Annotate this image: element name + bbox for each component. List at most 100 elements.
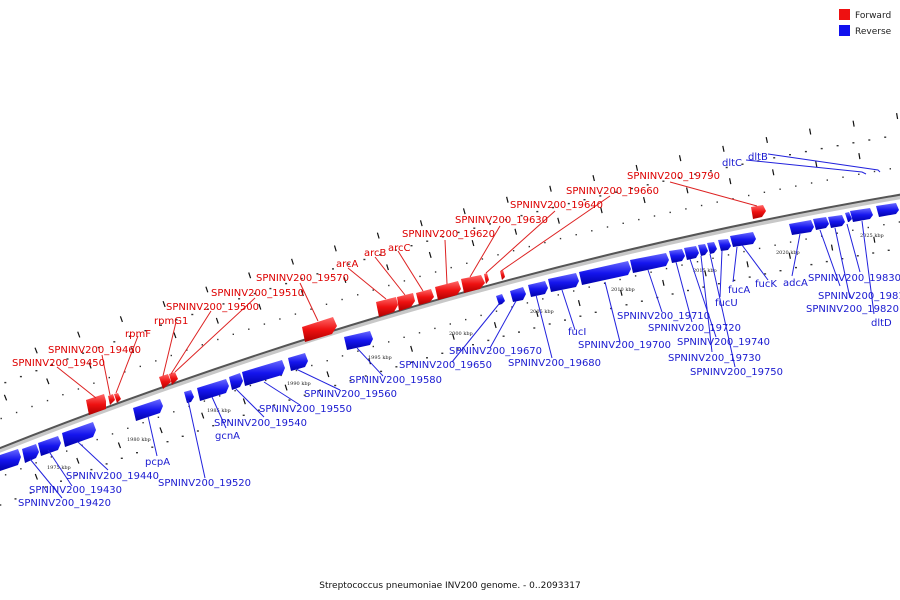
gene-reverse[interactable] — [630, 253, 669, 273]
gene-label: SPNINV200_19510 — [211, 288, 304, 299]
scale-dot — [575, 234, 577, 236]
scale-dot — [732, 198, 734, 200]
scale-dot — [480, 314, 482, 317]
scale-dot — [557, 294, 559, 296]
gene-forward[interactable] — [108, 394, 115, 405]
scale-tick — [592, 175, 595, 182]
scale-tick — [215, 317, 219, 324]
scale-dot — [615, 191, 618, 193]
gene-reverse[interactable] — [288, 353, 308, 371]
gene-reverse[interactable] — [510, 287, 526, 302]
gene-reverse[interactable] — [789, 220, 814, 235]
gene-label: SPNINV200_19820 — [806, 304, 899, 315]
gene-forward[interactable] — [86, 394, 106, 415]
gene-label: fucA — [728, 285, 750, 296]
scale-dot — [160, 324, 162, 326]
scale-dot — [591, 230, 593, 232]
gene-label: SPNINV200_19810 — [818, 291, 900, 302]
gene-forward[interactable] — [500, 270, 505, 280]
gene-reverse[interactable] — [813, 217, 829, 230]
scale-dot — [512, 250, 515, 252]
gene-reverse[interactable] — [845, 212, 852, 222]
scale-dot — [487, 339, 490, 342]
scale-tick — [830, 244, 834, 251]
gene-reverse[interactable] — [707, 242, 717, 254]
scale-dot — [472, 344, 474, 346]
scale-dot — [372, 289, 374, 291]
scale-dot — [419, 275, 421, 278]
gene-forward[interactable] — [435, 281, 461, 300]
gene-reverse[interactable] — [669, 249, 685, 263]
gene-reverse[interactable] — [344, 331, 373, 350]
gene-reverse[interactable] — [698, 244, 708, 256]
gene-forward[interactable] — [484, 273, 489, 284]
scale-dot — [242, 414, 245, 416]
gene-forward[interactable] — [159, 374, 171, 389]
scale-tick — [600, 207, 603, 214]
gene-reverse[interactable] — [197, 379, 229, 401]
gene-reverse[interactable] — [38, 436, 61, 456]
gene-reverse[interactable] — [730, 232, 756, 247]
scale-dot — [622, 222, 624, 224]
gene-forward[interactable] — [751, 205, 766, 219]
gene-forward[interactable] — [416, 289, 434, 305]
legend: Forward Reverse — [839, 9, 892, 37]
scale-dot — [14, 498, 17, 500]
scale-dot — [285, 282, 288, 285]
scale-dot — [758, 247, 761, 250]
scale-tick — [386, 264, 389, 271]
gene-reverse[interactable] — [133, 399, 163, 421]
scale-dot — [20, 468, 22, 470]
gene-reverse[interactable] — [0, 449, 21, 471]
gene-reverse[interactable] — [579, 261, 631, 285]
scale-dot — [426, 357, 428, 359]
gene-reverse[interactable] — [876, 203, 899, 217]
gene-reverse[interactable] — [184, 390, 194, 403]
scale-dot — [805, 238, 807, 240]
gene-forward[interactable] — [114, 393, 121, 403]
scale-dot — [748, 276, 751, 278]
gene-reverse[interactable] — [496, 294, 505, 305]
scale-dot — [825, 260, 828, 263]
scale-dot — [4, 474, 7, 476]
scale-dot — [662, 180, 665, 182]
scale-dot — [222, 303, 225, 305]
scale-tick — [201, 412, 205, 419]
scale-tick — [462, 208, 466, 215]
kbp-label: 2005 kbp — [530, 309, 554, 315]
scale-tick — [514, 228, 518, 235]
scale-dot — [62, 394, 64, 396]
scale-tick — [678, 155, 682, 162]
gene-reverse[interactable] — [62, 422, 96, 447]
gene-reverse[interactable] — [242, 360, 285, 386]
scale-dot — [810, 263, 813, 266]
gene-forward[interactable] — [169, 372, 178, 385]
scale-tick — [852, 120, 855, 127]
scale-dot — [489, 223, 491, 225]
gene-reverse[interactable] — [22, 444, 39, 463]
gene-reverse[interactable] — [850, 208, 873, 222]
gene-reverse[interactable] — [684, 246, 699, 260]
scale-dot — [144, 330, 147, 332]
gene-reverse[interactable] — [828, 215, 845, 228]
gene-reverse[interactable] — [548, 273, 579, 292]
scale-dot — [841, 258, 844, 260]
scale-tick — [77, 331, 81, 338]
scale-dot — [249, 384, 252, 387]
scale-dot — [19, 375, 22, 378]
scale-tick — [410, 345, 413, 352]
scale-dot — [234, 390, 236, 392]
gene-reverse[interactable] — [229, 373, 243, 390]
gene-forward[interactable] — [397, 293, 415, 311]
scale-tick — [162, 301, 166, 308]
scale-dot — [395, 366, 398, 368]
scale-dot — [872, 252, 875, 254]
scale-dot — [75, 474, 78, 477]
gene-reverse[interactable] — [718, 239, 731, 251]
gene-reverse[interactable] — [528, 281, 548, 297]
gene-forward[interactable] — [461, 275, 485, 293]
scale-dot — [4, 381, 7, 384]
gene-forward[interactable] — [302, 317, 337, 342]
gene-forward[interactable] — [376, 297, 398, 317]
scale-dot — [191, 313, 194, 316]
